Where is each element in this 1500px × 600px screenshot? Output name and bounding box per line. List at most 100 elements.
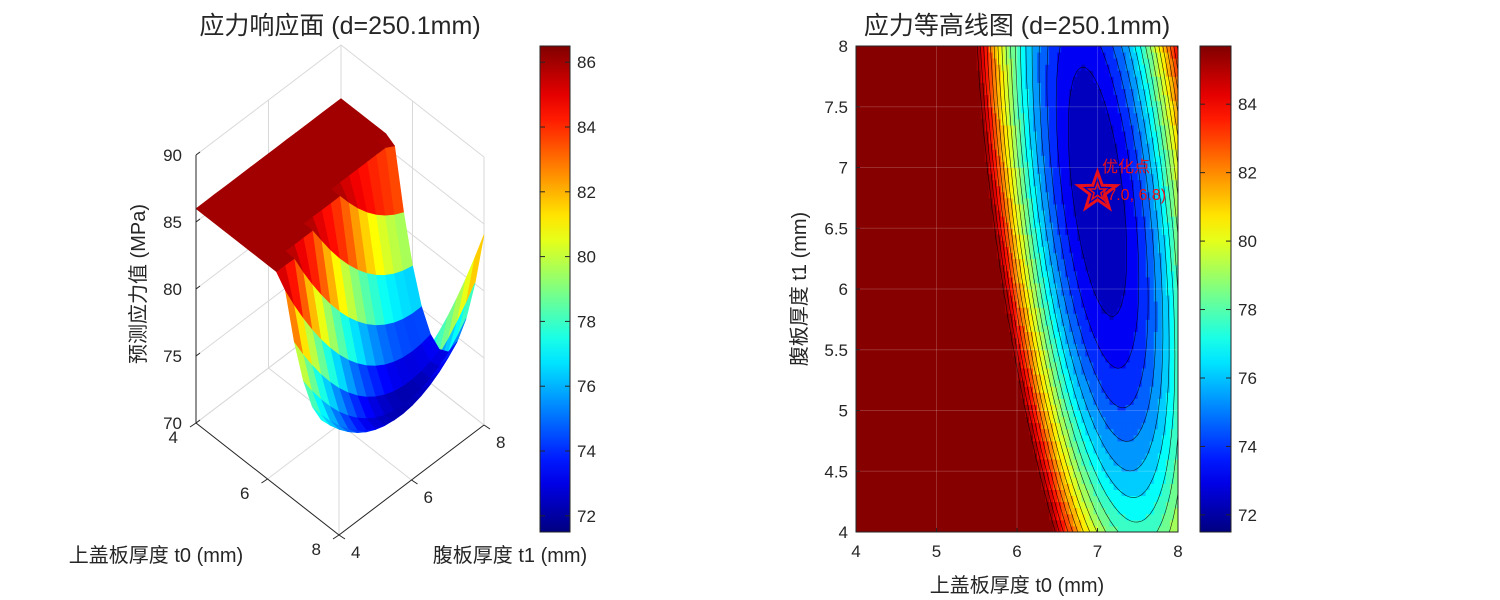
contour-cell [1165, 331, 1171, 339]
contour-cell [920, 434, 925, 442]
contour-cell [968, 349, 974, 357]
contour-cell [1173, 319, 1178, 326]
contour-cell [928, 471, 933, 478]
contour-cell [1129, 410, 1135, 418]
contour-cell [1137, 276, 1143, 284]
contour-cell [1145, 185, 1151, 193]
contour-cell [1149, 380, 1155, 387]
contour-cell [1109, 228, 1115, 235]
contour-cell [964, 276, 970, 284]
contour-cell [1085, 495, 1090, 503]
contour-cell [1157, 258, 1163, 266]
contour-cell [996, 313, 1002, 320]
contour-cell [1045, 246, 1050, 254]
contour-cell [872, 513, 877, 521]
contour-cell [1008, 489, 1014, 497]
contour-cell [976, 452, 982, 460]
contour-cell [944, 185, 950, 193]
contour-cell [1049, 294, 1054, 302]
contour-cell [1024, 179, 1030, 187]
contour-cell [920, 264, 925, 272]
contour-cell [912, 264, 917, 272]
contour-cell [1093, 240, 1099, 247]
contour-cell [1149, 471, 1155, 478]
contour-cell [880, 428, 885, 436]
contour-cell [932, 404, 938, 411]
contour-cell [904, 331, 909, 339]
contour-cell [980, 179, 986, 187]
contour-cell [1169, 483, 1175, 490]
contour-cell [980, 361, 986, 369]
contour-cell [1161, 216, 1167, 223]
contour-cell [992, 367, 998, 375]
contour-cell [856, 343, 861, 351]
contour-cell [1037, 191, 1042, 199]
contour-cell [1117, 440, 1123, 448]
contour-cell [876, 185, 881, 193]
contour-cell [856, 428, 861, 436]
contour-cell [904, 301, 909, 308]
contour-cell [1008, 404, 1014, 411]
contour-cell [1004, 489, 1010, 497]
contour-cell [1061, 313, 1066, 320]
contour-cell [1101, 234, 1107, 241]
contour-cell [1069, 216, 1074, 223]
contour-cell [912, 513, 917, 521]
contour-cell [884, 313, 889, 320]
contour-cell [888, 452, 893, 460]
contour-cell [1105, 452, 1111, 460]
contour-cell [1053, 440, 1058, 448]
contour-cell [904, 452, 909, 460]
contour-cell [1145, 355, 1151, 363]
contour-cell [863, 331, 869, 339]
contour-cell [1045, 276, 1050, 284]
contour-cell [1020, 489, 1026, 497]
contour-cell [988, 331, 994, 339]
surface-colorbar-tick-label: 76 [577, 377, 596, 396]
contour-cell [892, 276, 897, 284]
contour-cell [1109, 386, 1115, 393]
contour-cell [920, 282, 925, 290]
contour-cell [1069, 288, 1074, 296]
contour-cell [867, 246, 873, 254]
contour-cell [856, 282, 861, 290]
contour-cell [1093, 270, 1099, 278]
contour-cell [1109, 525, 1115, 532]
contour-cell [964, 246, 970, 254]
contour-cell [1113, 410, 1119, 418]
contour-cell [863, 343, 869, 351]
contour-cell [944, 471, 950, 478]
contour-cell [904, 428, 909, 436]
contour-cell [900, 337, 905, 345]
contour-cell [916, 222, 921, 229]
contour-cell [1125, 203, 1131, 211]
contour-cell [920, 228, 925, 235]
contour-cell [992, 380, 998, 387]
contour-cell [1113, 179, 1119, 187]
contour-cell [1169, 331, 1175, 339]
contour-cell [924, 222, 929, 229]
contour-cell [1133, 404, 1139, 411]
contour-cell [863, 185, 869, 193]
contour-cell [960, 240, 966, 247]
contour-cell [932, 203, 938, 211]
contour-cell [1073, 495, 1078, 503]
contour-cell [972, 258, 978, 266]
contour-cell [984, 465, 990, 472]
contour-cell [960, 313, 966, 320]
contour-cell [1073, 398, 1078, 405]
contour-cell [1141, 331, 1147, 339]
contour-cell [1008, 495, 1014, 503]
contour-cell [1057, 282, 1062, 290]
contour-cell [1073, 240, 1078, 247]
contour-cell [1037, 519, 1042, 527]
contour-cell [896, 367, 901, 375]
contour-cell [912, 404, 917, 411]
contour-cell [920, 507, 925, 515]
contour-cell [940, 428, 946, 436]
contour-cell [1141, 477, 1147, 484]
contour-cell [1093, 380, 1099, 387]
contour-cell [916, 331, 921, 339]
contour-cell [872, 264, 877, 272]
contour-cell [1057, 343, 1062, 351]
